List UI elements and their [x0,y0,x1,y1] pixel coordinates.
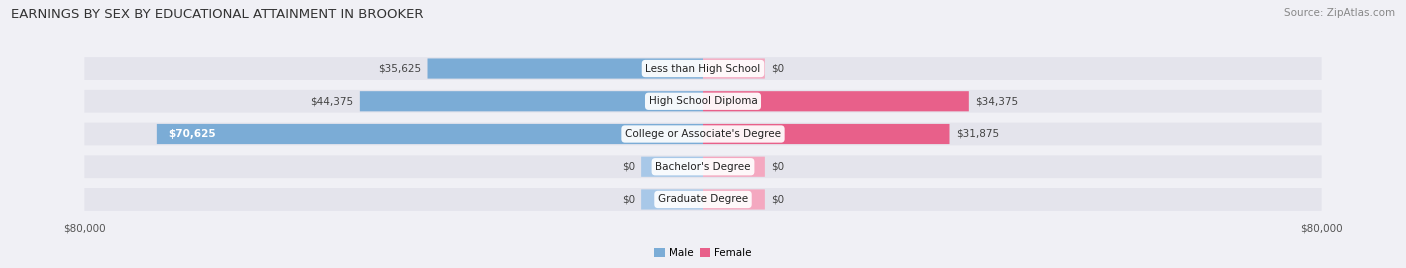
FancyBboxPatch shape [703,58,765,79]
Text: $34,375: $34,375 [974,96,1018,106]
Text: $0: $0 [770,162,785,172]
FancyBboxPatch shape [703,189,765,210]
FancyBboxPatch shape [703,91,969,111]
FancyBboxPatch shape [641,157,703,177]
FancyBboxPatch shape [84,122,1322,146]
FancyBboxPatch shape [703,157,765,177]
Text: EARNINGS BY SEX BY EDUCATIONAL ATTAINMENT IN BROOKER: EARNINGS BY SEX BY EDUCATIONAL ATTAINMEN… [11,8,423,21]
Text: $44,375: $44,375 [311,96,354,106]
Legend: Male, Female: Male, Female [650,244,756,263]
Text: High School Diploma: High School Diploma [648,96,758,106]
FancyBboxPatch shape [84,155,1322,178]
FancyBboxPatch shape [84,57,1322,80]
Text: Bachelor's Degree: Bachelor's Degree [655,162,751,172]
Text: $35,625: $35,625 [378,64,422,73]
Text: Less than High School: Less than High School [645,64,761,73]
FancyBboxPatch shape [641,189,703,210]
FancyBboxPatch shape [360,91,703,111]
Text: $31,875: $31,875 [956,129,998,139]
Text: $0: $0 [770,195,785,204]
Text: $0: $0 [621,195,636,204]
Text: $0: $0 [621,162,636,172]
FancyBboxPatch shape [427,58,703,79]
Text: $70,625: $70,625 [169,129,217,139]
Text: College or Associate's Degree: College or Associate's Degree [626,129,780,139]
FancyBboxPatch shape [84,188,1322,211]
FancyBboxPatch shape [84,90,1322,113]
Text: Source: ZipAtlas.com: Source: ZipAtlas.com [1284,8,1395,18]
Text: Graduate Degree: Graduate Degree [658,195,748,204]
FancyBboxPatch shape [157,124,703,144]
FancyBboxPatch shape [703,124,949,144]
Text: $0: $0 [770,64,785,73]
